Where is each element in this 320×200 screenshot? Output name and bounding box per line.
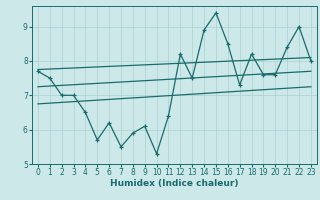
X-axis label: Humidex (Indice chaleur): Humidex (Indice chaleur): [110, 179, 239, 188]
